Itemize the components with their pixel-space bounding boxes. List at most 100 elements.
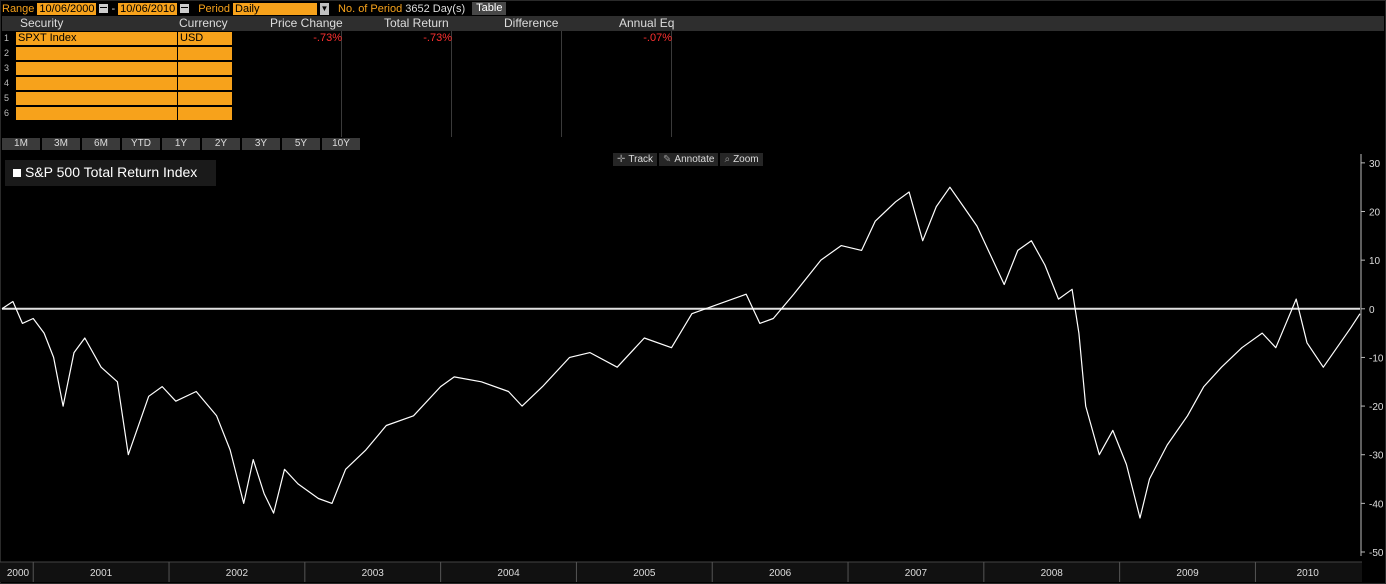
range-button-10y[interactable]: 10Y [322,138,360,150]
difference-value [462,76,562,91]
row-number: 5 [4,93,10,103]
currency-input[interactable] [178,47,232,60]
total-return-value [352,46,452,61]
difference-value [462,91,562,106]
security-input[interactable] [16,77,177,90]
x-tick-label: 2001 [90,568,113,579]
x-tick-label: 2002 [226,568,249,579]
security-input[interactable] [16,47,177,60]
legend-label: S&P 500 Total Return Index [25,164,198,180]
series-line [1,186,1361,519]
column-divider [561,31,562,137]
range-button-5y[interactable]: 5Y [282,138,320,150]
price-change-value [242,46,342,61]
annotate-label: Annotate [674,154,715,165]
period-select[interactable]: Daily [233,2,318,15]
security-input[interactable]: SPXT Index [16,32,177,45]
x-tick-label: 2000 [7,568,30,579]
annual-eq-value [572,106,672,121]
x-tick-label: 2006 [769,568,792,579]
y-tick-label: 10 [1369,256,1381,267]
security-input[interactable] [16,92,177,105]
col-header-total-return[interactable]: Total Return [384,16,449,30]
range-button-3m[interactable]: 3M [42,138,80,150]
annotate-button[interactable]: ✎ Annotate [659,153,719,166]
total-return-value [352,91,452,106]
range-button-6m[interactable]: 6M [82,138,120,150]
y-tick-label: 20 [1369,208,1381,219]
range-buttons: 1M 3M 6M YTD 1Y 2Y 3Y 5Y 10Y [2,138,360,150]
currency-input[interactable] [178,62,232,75]
x-tick-label: 2008 [1041,568,1064,579]
range-button-2y[interactable]: 2Y [202,138,240,150]
calendar-icon[interactable] [99,4,109,13]
chevron-down-icon[interactable]: ▼ [320,2,330,15]
track-button[interactable]: ✛ Track [613,153,658,166]
column-divider [671,31,672,137]
row-number: 1 [4,33,10,43]
legend-swatch [13,169,21,177]
range-button-ytd[interactable]: YTD [122,138,160,150]
x-tick-label: 2010 [1297,568,1320,579]
y-tick-label: -30 [1369,451,1384,462]
annual-eq-value [572,46,672,61]
col-header-difference[interactable]: Difference [504,16,559,30]
range-bar: Range 10/06/2000 - 10/06/2010 Period Dai… [2,2,507,15]
end-date-field[interactable]: 10/06/2010 [118,2,178,15]
total-return-value [352,61,452,76]
row-number: 6 [4,108,10,118]
start-date-field[interactable]: 10/06/2000 [37,2,97,15]
x-tick-label: 2009 [1176,568,1199,579]
difference-value [462,31,562,46]
num-periods-value: 3652 Day(s) [405,2,466,15]
total-return-value [352,106,452,121]
total-return-value [352,76,452,91]
pencil-icon: ✎ [663,154,672,165]
price-change-value [242,61,342,76]
security-input[interactable] [16,62,177,75]
difference-value [462,46,562,61]
annual-eq-value [572,76,672,91]
range-button-1m[interactable]: 1M [2,138,40,150]
magnifier-icon: ⌕ [724,154,731,165]
column-divider [451,31,452,137]
x-tick-label: 2007 [905,568,928,579]
row-number: 4 [4,78,10,88]
x-axis-bar [0,562,1362,582]
crosshair-icon: ✛ [617,154,626,165]
chart-toolbar: ✛ Track ✎ Annotate ⌕ Zoom [613,153,763,166]
security-input[interactable] [16,107,177,120]
currency-input[interactable] [178,77,232,90]
calendar-icon[interactable] [180,4,190,13]
x-tick-label: 2003 [362,568,385,579]
range-button-1y[interactable]: 1Y [162,138,200,150]
annual-eq-value [572,91,672,106]
currency-input[interactable] [178,107,232,120]
x-tick-label: 2004 [497,568,520,579]
col-header-currency[interactable]: Currency [179,16,228,30]
col-header-annual-eq[interactable]: Annual Eq [619,16,675,30]
row-number: 3 [4,63,10,73]
currency-input[interactable]: USD [178,32,232,45]
col-header-price-change[interactable]: Price Change [270,16,343,30]
range-button-3y[interactable]: 3Y [242,138,280,150]
column-divider [341,31,342,137]
price-change-value [242,91,342,106]
price-change-value [242,76,342,91]
y-tick-label: -50 [1369,548,1384,559]
y-tick-label: -10 [1369,353,1384,364]
y-tick-label: -20 [1369,402,1384,413]
zoom-button[interactable]: ⌕ Zoom [720,153,763,166]
range-dash: - [111,2,116,15]
y-tick-label: -40 [1369,499,1384,510]
chart-legend: S&P 500 Total Return Index [5,160,216,186]
col-header-security[interactable]: Security [20,16,64,30]
row-number: 2 [4,48,10,58]
annual-eq-value: -.07% [643,32,672,44]
currency-input[interactable] [178,92,232,105]
table-button[interactable]: Table [472,2,507,15]
zoom-label: Zoom [733,154,759,165]
difference-value [462,61,562,76]
returns-table: Security Currency Price Change Total Ret… [2,16,1384,137]
